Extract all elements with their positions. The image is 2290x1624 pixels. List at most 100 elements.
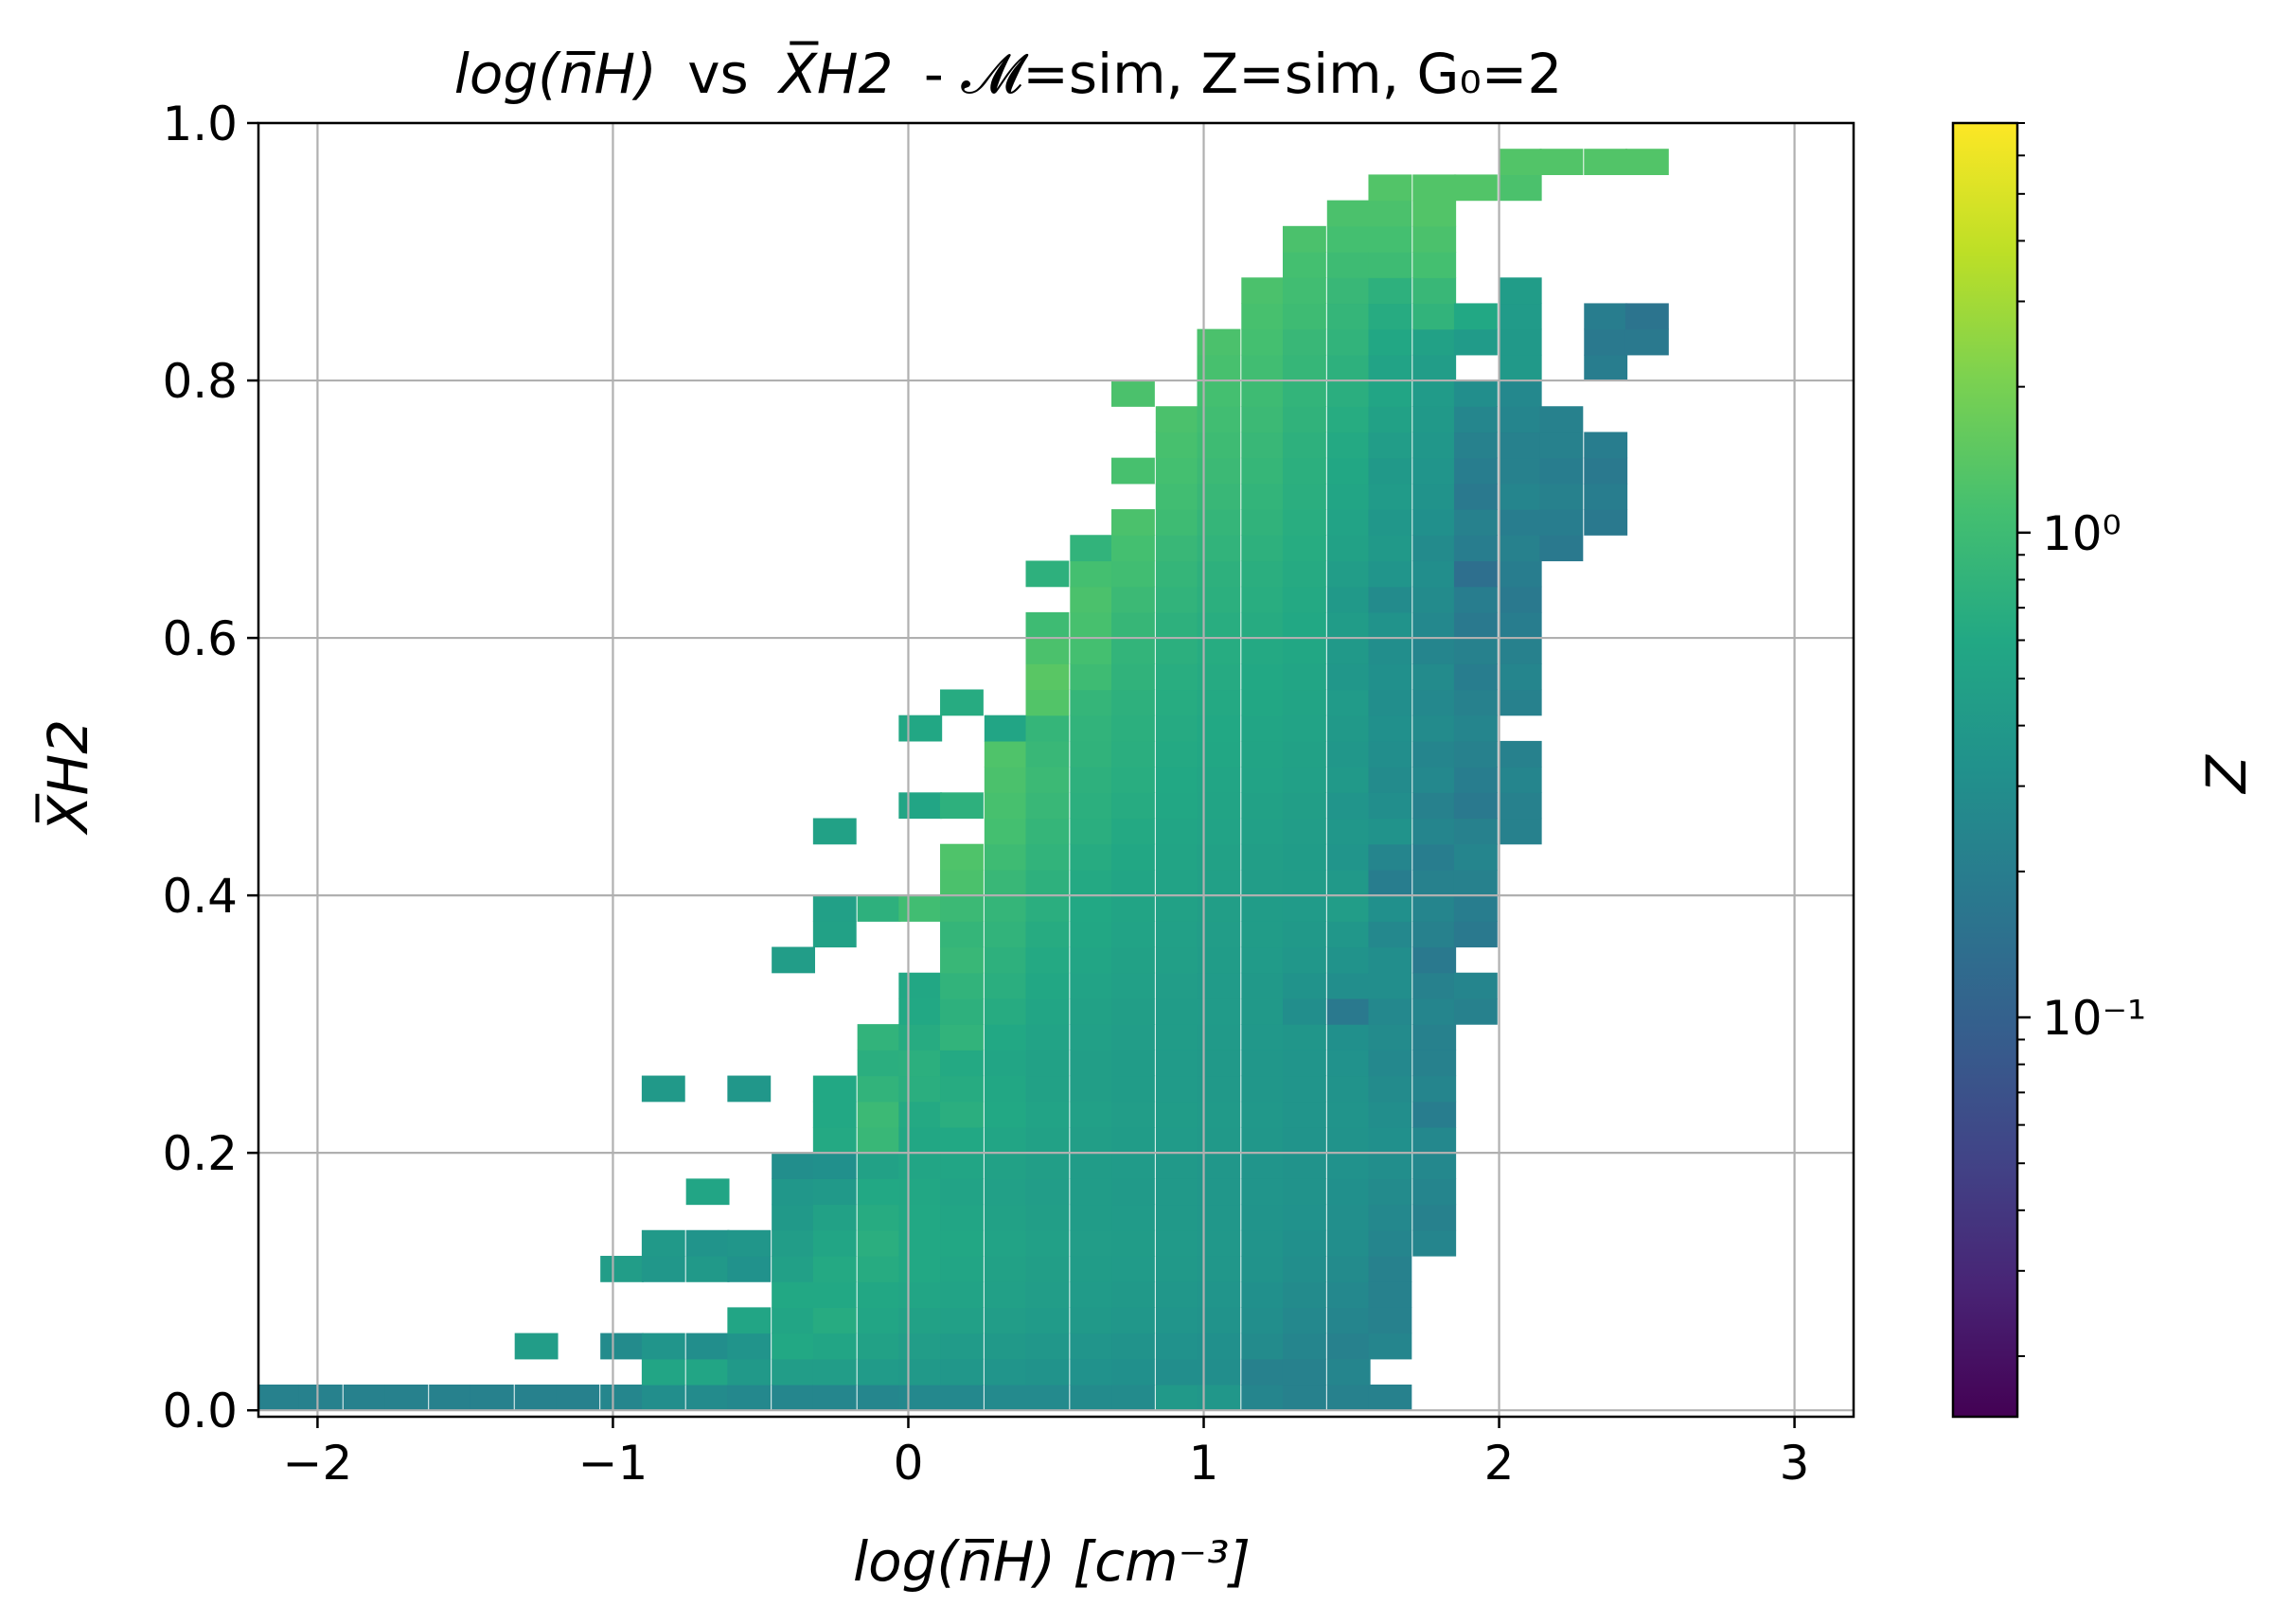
heatmap-cell [1155, 1281, 1199, 1308]
heatmap-cell [1282, 1024, 1326, 1050]
heatmap-cell [984, 946, 1028, 974]
heatmap-cell [1241, 483, 1286, 510]
heatmap-cell [1412, 174, 1457, 202]
heatmap-cell [685, 1178, 730, 1206]
heatmap-cell [1025, 1281, 1070, 1308]
heatmap-cell [1111, 560, 1155, 588]
heatmap-cell [1025, 611, 1070, 639]
heatmap-cell [1282, 457, 1326, 485]
heatmap-cell [1368, 715, 1412, 742]
heatmap-cell [1412, 946, 1457, 974]
heatmap-cell [1282, 560, 1326, 588]
heatmap-cell [1111, 1333, 1155, 1360]
heatmap-cell [1498, 354, 1542, 381]
heatmap-cell [1241, 843, 1286, 871]
heatmap-cell [1025, 1385, 1070, 1411]
heatmap-cell [1111, 663, 1155, 691]
heatmap-cell [984, 1178, 1028, 1206]
heatmap-cell [898, 1229, 943, 1257]
heatmap-cell [1453, 560, 1498, 588]
heatmap-cell [1025, 1178, 1070, 1206]
heatmap-cell [984, 843, 1028, 871]
heatmap-cell [1282, 843, 1326, 871]
heatmap-cell [1155, 921, 1199, 948]
heatmap-cell [1111, 869, 1155, 896]
heatmap-cell [1070, 869, 1114, 896]
heatmap-cell [1412, 715, 1457, 742]
heatmap-cell [1155, 715, 1199, 742]
y-tick-label: 0.4 [162, 869, 238, 924]
heatmap-cell [984, 1024, 1028, 1050]
heatmap-cell [772, 1358, 816, 1386]
heatmap-cell [898, 1333, 943, 1360]
heatmap-cell [1368, 895, 1412, 922]
heatmap-cell [1241, 611, 1286, 639]
heatmap-cell [1326, 457, 1371, 485]
heatmap-cell [1241, 869, 1286, 896]
heatmap-cell [984, 1358, 1028, 1386]
heatmap-cell [1368, 1204, 1412, 1231]
heatmap-cell [384, 1385, 429, 1411]
heatmap-cell [1412, 1024, 1457, 1050]
heatmap-cell [1025, 1153, 1070, 1179]
heatmap-cell [1584, 328, 1628, 356]
heatmap-cell [1453, 303, 1498, 330]
heatmap-cell [1368, 328, 1412, 356]
y-tick-label: 0.0 [162, 1384, 238, 1439]
heatmap-cell [940, 997, 984, 1025]
heatmap-cell [898, 972, 943, 999]
heatmap-cell [1539, 406, 1584, 433]
heatmap-cell [1412, 972, 1457, 999]
heatmap-cell [1111, 895, 1155, 922]
heatmap-cell [1282, 689, 1326, 716]
heatmap-cell [1070, 997, 1114, 1025]
heatmap-cell [1368, 1126, 1412, 1154]
heatmap-cell [984, 1101, 1028, 1128]
heatmap-cell [1025, 740, 1070, 768]
heatmap-cell [1539, 535, 1584, 562]
heatmap-cell [772, 1204, 816, 1231]
heatmap-cell [1412, 1050, 1457, 1077]
heatmap-cell [1412, 921, 1457, 948]
heatmap-cell [812, 1281, 857, 1308]
heatmap-cell [1155, 1358, 1199, 1386]
heatmap-cell [812, 1101, 857, 1128]
heatmap-cell [898, 1126, 943, 1154]
heatmap-cell [1025, 638, 1070, 664]
heatmap-cell [1025, 921, 1070, 948]
heatmap-cell [1368, 818, 1412, 845]
heatmap-cell [1241, 535, 1286, 562]
heatmap-cell [1368, 869, 1412, 896]
heatmap-cell [1326, 972, 1371, 999]
heatmap-cell [1241, 1204, 1286, 1231]
heatmap-cell [857, 1358, 901, 1386]
heatmap-cell [1241, 715, 1286, 742]
heatmap-cell [898, 1178, 943, 1206]
heatmap-cell [1070, 689, 1114, 716]
heatmap-cell [1368, 586, 1412, 613]
heatmap-cell [1025, 818, 1070, 845]
heatmap-cell [898, 1204, 943, 1231]
heatmap-cell [1155, 1178, 1199, 1206]
heatmap-cell [812, 1204, 857, 1231]
heatmap-cell [1326, 586, 1371, 613]
heatmap-cell [812, 921, 857, 948]
heatmap-cell [1368, 1075, 1412, 1103]
heatmap-cell [1412, 663, 1457, 691]
heatmap-cell [984, 895, 1028, 922]
heatmap-cell [1326, 663, 1371, 691]
heatmap-cell [1326, 560, 1371, 588]
heatmap-cell [1282, 586, 1326, 613]
heatmap-cell [857, 1075, 901, 1103]
heatmap-cell [429, 1385, 473, 1411]
heatmap-cell [1070, 1307, 1114, 1334]
heatmap-cell [940, 921, 984, 948]
x-tick-label: −1 [578, 1436, 648, 1491]
heatmap-cell [1155, 1307, 1199, 1334]
heatmap-cell [1368, 638, 1412, 664]
heatmap-cell [1241, 1153, 1286, 1179]
heatmap-cell [1155, 1153, 1199, 1179]
heatmap-cell [1025, 1024, 1070, 1050]
heatmap-cell [1498, 611, 1542, 639]
heatmap-cell [600, 1385, 645, 1411]
